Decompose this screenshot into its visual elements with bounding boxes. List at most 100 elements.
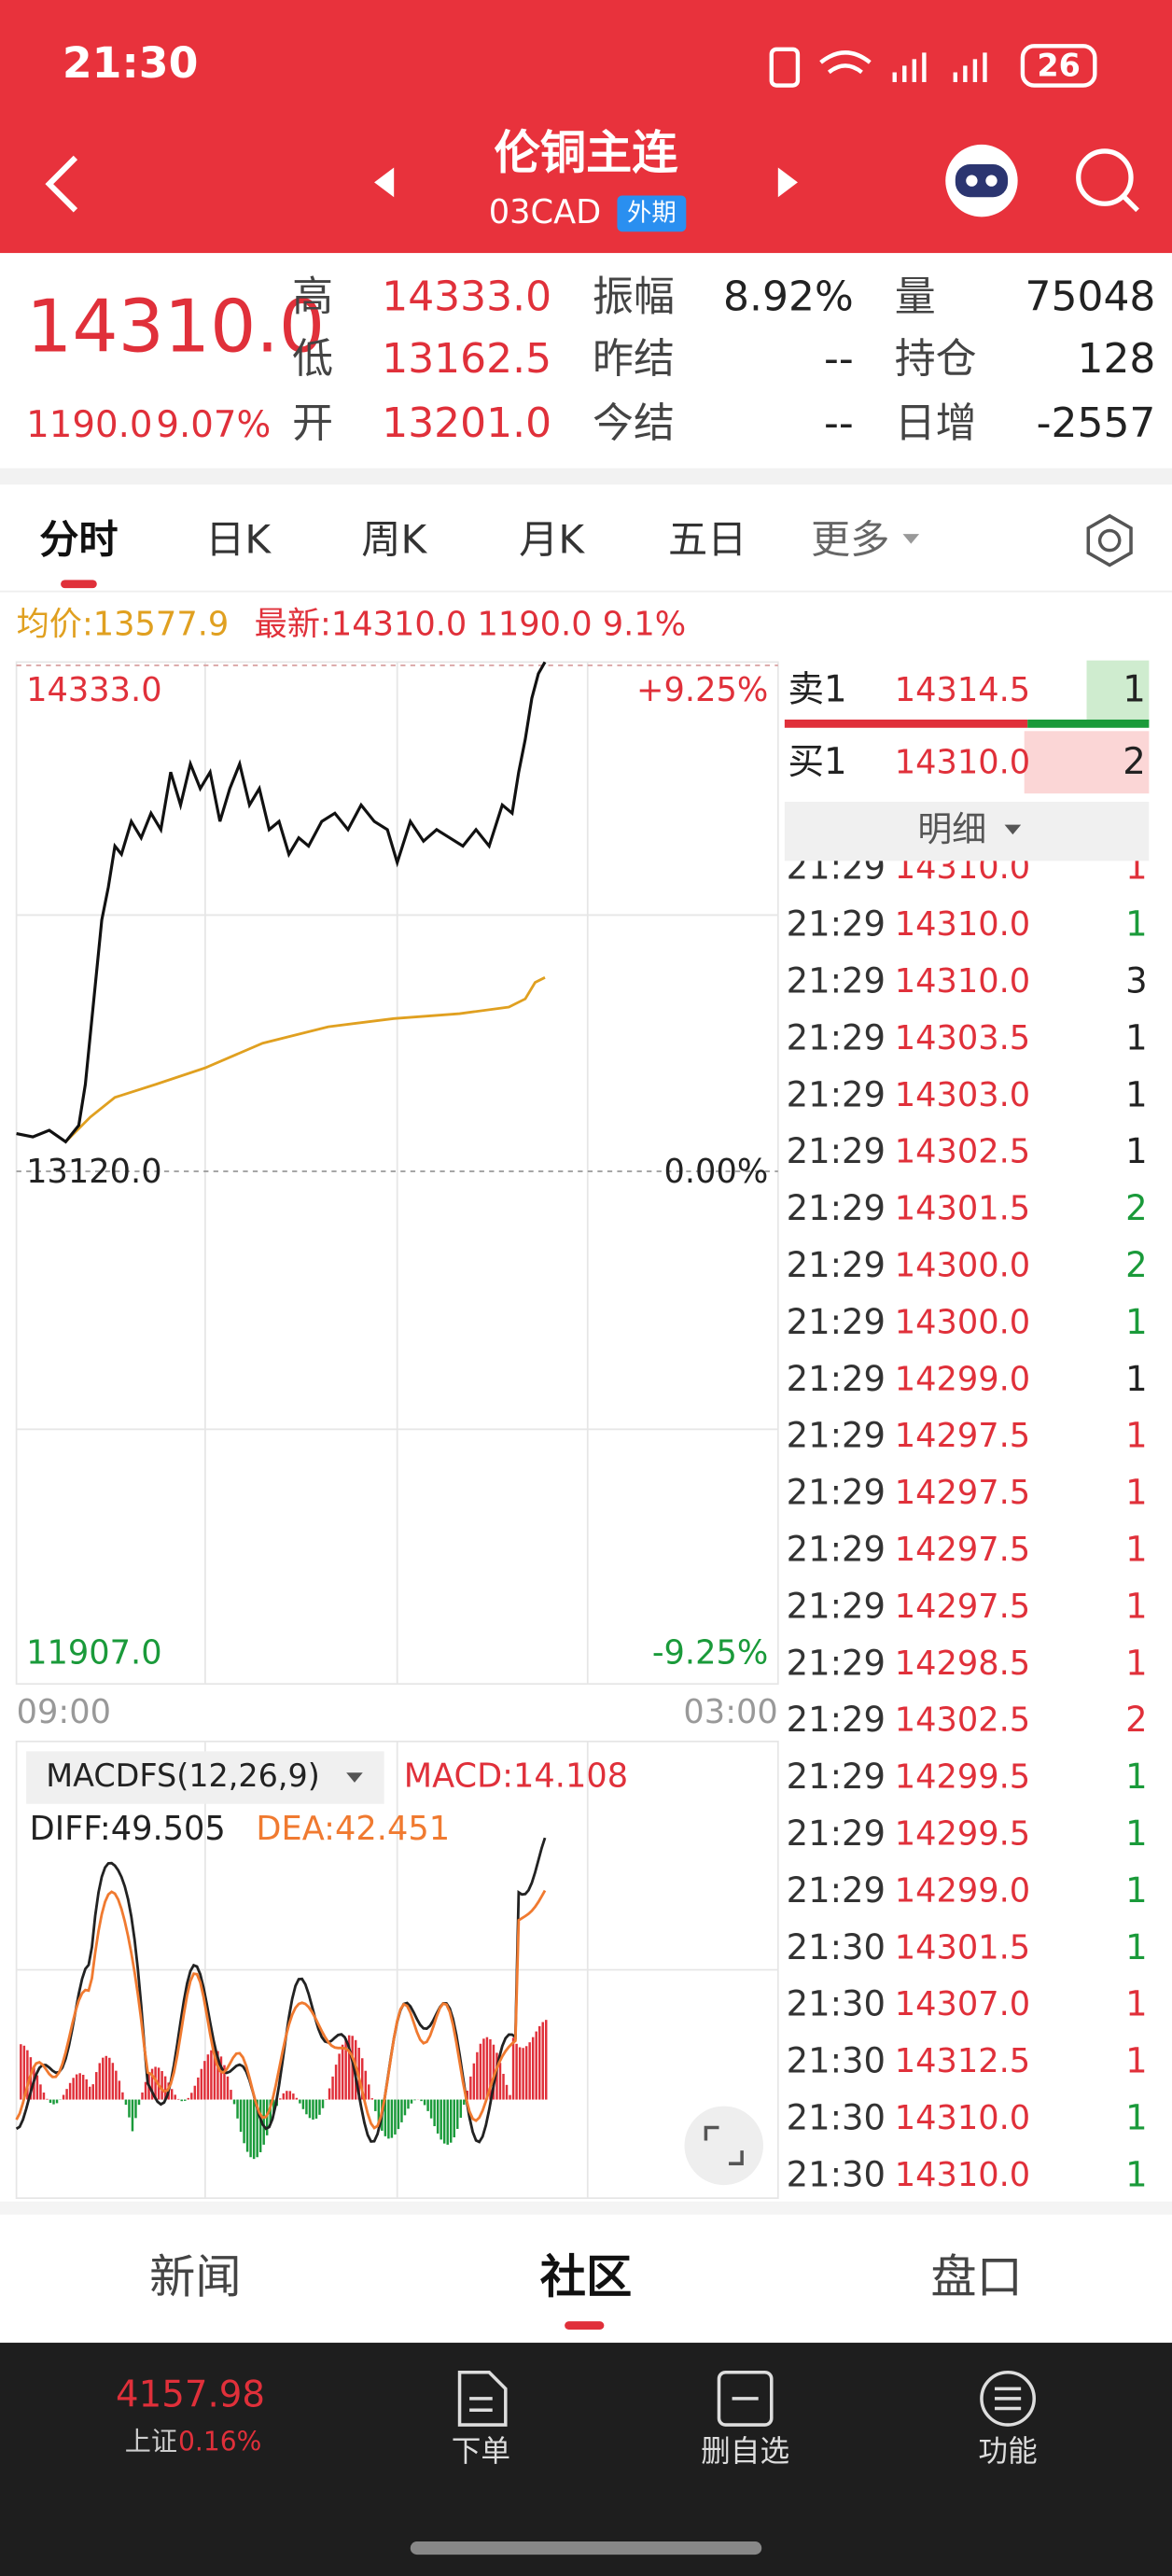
high-label: 14333.0: [26, 671, 161, 709]
tab[interactable]: 分时: [39, 516, 118, 562]
macd-bar: [226, 2076, 230, 2100]
bottom-tab[interactable]: 盘口: [930, 2250, 1023, 2304]
trade-price: 14299.5: [895, 1814, 1030, 1853]
macd-bar: [387, 2099, 390, 2139]
fullscreen-button[interactable]: [684, 2106, 763, 2186]
macd-bar: [469, 2076, 472, 2100]
tab[interactable]: 更多: [811, 516, 889, 562]
dock-bg: [0, 2343, 1172, 2576]
dock-icons: [457, 2370, 1036, 2427]
trade-time: 21:29: [787, 1757, 886, 1797]
macd-bar: [502, 2073, 505, 2100]
macd-bar: [219, 2056, 223, 2100]
detail-bar[interactable]: [784, 801, 1150, 861]
trade-volume: 1: [1125, 1813, 1148, 1854]
stat-label: 低: [292, 335, 333, 383]
macd-bar: [344, 2037, 347, 2100]
macd-bar: [279, 2098, 282, 2100]
prev-button[interactable]: [374, 167, 395, 198]
stat-value: --: [824, 335, 854, 383]
tag-bg: [617, 195, 687, 232]
start-time: 09:00: [17, 1693, 111, 1731]
assistant-button[interactable]: [945, 144, 1018, 217]
trade-time: 21:29: [787, 1188, 886, 1228]
macd-selector[interactable]: [26, 1751, 384, 1804]
macd-bar: [515, 2043, 518, 2100]
macd-bar: [312, 2099, 314, 2121]
change: 1190.0: [26, 404, 152, 446]
trade-price: 14300.0: [895, 1246, 1030, 1284]
macd-bar: [245, 2099, 249, 2152]
macd-bar: [262, 2099, 265, 2145]
macd-bar: [338, 2053, 341, 2100]
macd-bar: [453, 2099, 455, 2138]
trade-volume: 1: [1125, 2154, 1148, 2194]
avg-label: 均价:13577.9: [17, 606, 230, 644]
trade-price: 14301.5: [895, 1190, 1030, 1228]
macd-bar: [193, 2085, 197, 2100]
macd-bar: [197, 2077, 200, 2100]
next-button[interactable]: [777, 167, 798, 198]
trade-volume: 1: [1125, 1302, 1148, 1342]
tab[interactable]: 日K: [205, 516, 272, 562]
macd-bar: [476, 2051, 479, 2100]
base-pct: 0.00%: [663, 1153, 768, 1191]
trade-price: 14310.0: [895, 2156, 1030, 2194]
trade-price: 14297.5: [895, 1531, 1030, 1569]
trade-price: 14300.0: [895, 1303, 1030, 1341]
macd-bar: [403, 2099, 407, 2116]
tab[interactable]: 五日: [668, 516, 746, 562]
trade-volume: 1: [1125, 1359, 1148, 1399]
low-label: 11907.0: [26, 1634, 161, 1673]
macd-bar: [511, 2037, 515, 2100]
trade-time: 21:29: [787, 1473, 886, 1513]
macd-bar: [46, 2098, 49, 2100]
tab[interactable]: 月K: [519, 516, 585, 562]
tab[interactable]: 周K: [361, 516, 427, 562]
macd-bar: [442, 2099, 446, 2144]
bottom-tab[interactable]: 社区: [540, 2250, 633, 2304]
dea-value: DEA:42.451: [256, 1810, 450, 1848]
macd-bar: [150, 2068, 154, 2100]
macd-bar: [108, 2057, 111, 2100]
settings-button[interactable]: [1086, 513, 1133, 567]
trade-price: 14297.5: [895, 1588, 1030, 1626]
diff-value: DIFF:49.505: [30, 1810, 226, 1848]
macd-bar: [239, 2099, 243, 2133]
search-button[interactable]: [1076, 148, 1139, 213]
macd-bar: [509, 2094, 511, 2100]
macd-bar: [400, 2099, 403, 2122]
stat-label: 今结: [593, 399, 675, 447]
bottom-tab-indicator: [565, 2321, 605, 2330]
dock-button[interactable]: 删自选: [701, 2435, 789, 2469]
macd-bar: [85, 2079, 88, 2100]
trade-volume: 1: [1125, 1927, 1148, 1967]
macd-bar: [68, 2082, 72, 2100]
dock-button[interactable]: 下单: [452, 2435, 510, 2469]
trade-time: 21:30: [787, 1927, 886, 1967]
ratio-green: [1027, 719, 1150, 728]
macd-bar: [243, 2099, 245, 2144]
macd-bar: [49, 2099, 52, 2104]
trade-time: 21:29: [787, 1529, 886, 1569]
trade-time: 21:29: [787, 1813, 886, 1854]
macd-bar: [498, 2063, 502, 2100]
trade-price: 14310.0: [895, 848, 1030, 887]
macd-bar: [436, 2099, 440, 2134]
macd-bar: [456, 2099, 459, 2129]
stat-value: 14333.0: [382, 273, 551, 320]
macd-bar: [170, 2089, 174, 2100]
trade-time: 21:29: [787, 1416, 886, 1456]
macd-bar: [334, 2065, 338, 2100]
ask-price: 14314.5: [895, 671, 1030, 709]
index-value: 4157.98: [116, 2374, 265, 2416]
end-time: 03:00: [683, 1693, 777, 1731]
macd-bar: [305, 2099, 308, 2115]
bottom-tab[interactable]: 新闻: [149, 2250, 242, 2304]
macd-bar: [433, 2099, 436, 2127]
index-name: 上证: [125, 2426, 177, 2457]
macd-bar: [206, 2054, 210, 2100]
dock-button[interactable]: 功能: [978, 2435, 1037, 2469]
trade-time: 21:29: [787, 904, 886, 945]
back-button[interactable]: [45, 155, 78, 213]
